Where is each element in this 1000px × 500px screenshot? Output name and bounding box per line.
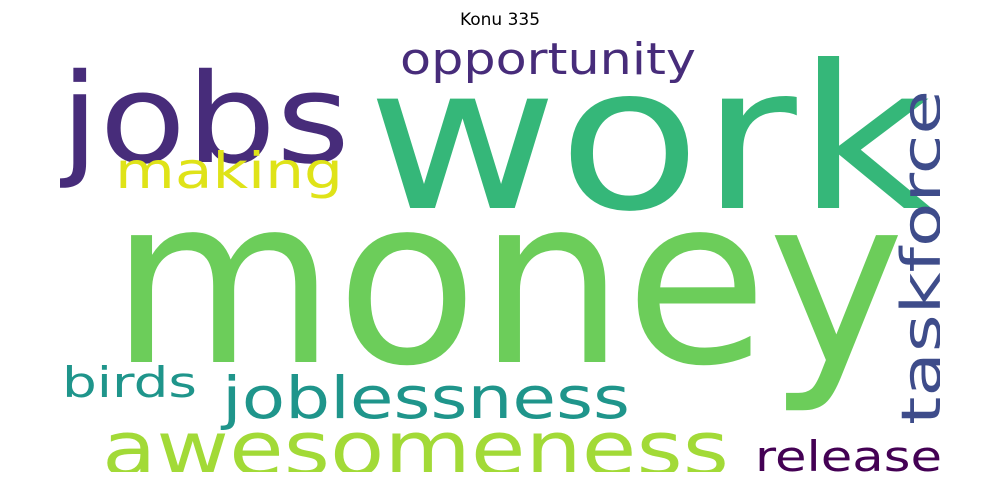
word-taskforce: taskforce xyxy=(890,90,940,425)
word-jobs: jobs xyxy=(60,48,350,192)
word-awesomeness: awesomeness xyxy=(102,404,729,472)
word-cloud: money work jobs awesomeness joblessness … xyxy=(60,32,940,472)
word-opportunity: opportunity xyxy=(400,34,696,85)
word-birds: birds xyxy=(62,358,197,407)
word-joblessness: joblessness xyxy=(220,364,630,432)
word-work: work xyxy=(367,32,932,256)
word-release: release xyxy=(755,432,940,472)
chart-title: Konu 335 xyxy=(459,10,541,30)
word-making: making xyxy=(115,142,343,200)
word-money: money xyxy=(110,147,905,417)
